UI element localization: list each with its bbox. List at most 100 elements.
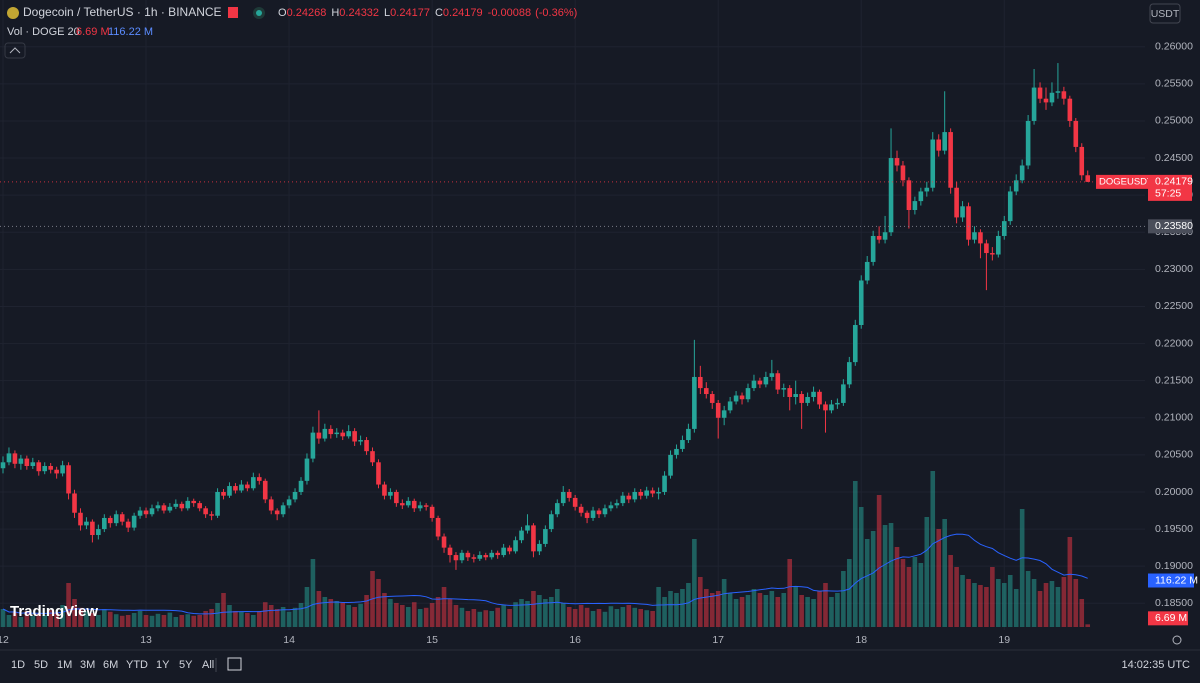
volume-bar bbox=[96, 615, 101, 627]
candle-body bbox=[251, 477, 256, 489]
volume-bar bbox=[727, 593, 733, 627]
timeframe-button[interactable]: YTD bbox=[126, 659, 148, 671]
volume-bar bbox=[763, 595, 769, 627]
ohlc-value: 0.24268 bbox=[287, 7, 327, 19]
volume-bar bbox=[519, 599, 524, 627]
volume-bar bbox=[954, 567, 959, 627]
candle-body bbox=[507, 547, 512, 552]
candle-body bbox=[954, 187, 959, 218]
volume-bar bbox=[286, 611, 292, 627]
volume-bar bbox=[823, 583, 828, 627]
volume-bar bbox=[626, 605, 632, 627]
candle-body bbox=[990, 253, 995, 255]
timeframe-button[interactable]: All bbox=[202, 659, 214, 671]
candle-body bbox=[471, 557, 477, 559]
volume-bar bbox=[489, 611, 495, 627]
volume-bar bbox=[1073, 579, 1079, 627]
x-tick-label: 19 bbox=[998, 634, 1010, 646]
volume-bar bbox=[775, 597, 781, 627]
currency-button[interactable] bbox=[1149, 3, 1181, 24]
volume-bar bbox=[191, 615, 197, 627]
timeframe-button[interactable]: 5Y bbox=[179, 659, 193, 671]
volume-bar bbox=[125, 615, 131, 627]
y-tick-label: 0.22000 bbox=[1155, 337, 1193, 349]
candle-body bbox=[858, 280, 864, 326]
volume-bar bbox=[376, 579, 381, 627]
candle-body bbox=[614, 503, 620, 506]
candle-body bbox=[543, 529, 548, 544]
timeframe-button[interactable]: 1Y bbox=[156, 659, 170, 671]
last-price-tag bbox=[1148, 174, 1192, 201]
volume-bar bbox=[60, 605, 65, 627]
candle-body bbox=[477, 555, 483, 559]
y-tick-label: 0.26000 bbox=[1155, 41, 1193, 53]
volume-bar bbox=[650, 611, 655, 627]
candle-body bbox=[811, 391, 816, 397]
volume-bar bbox=[84, 611, 89, 627]
candle-body bbox=[549, 514, 554, 530]
volume-bar bbox=[316, 591, 322, 627]
candle-body bbox=[143, 510, 149, 515]
volume-bar bbox=[459, 607, 465, 627]
x-tick-label: 16 bbox=[569, 634, 581, 646]
volume-bar bbox=[1007, 575, 1013, 627]
volume-bar bbox=[322, 597, 328, 627]
candle-body bbox=[590, 510, 596, 518]
timeframe-button[interactable]: 1M bbox=[57, 659, 72, 671]
candle-body bbox=[185, 500, 191, 509]
volume-bar bbox=[948, 555, 953, 627]
volume-bar bbox=[739, 597, 745, 627]
volume-bar bbox=[745, 595, 751, 627]
volume-bar bbox=[429, 603, 435, 627]
candle-body bbox=[1073, 120, 1079, 147]
volume-bar bbox=[751, 589, 757, 627]
volume-bar bbox=[137, 611, 143, 627]
volume-bar bbox=[543, 599, 548, 627]
timeframe-button[interactable]: 3M bbox=[80, 659, 95, 671]
symbol-tag: DOGEUSDT bbox=[1099, 176, 1153, 187]
candle-body bbox=[429, 506, 435, 518]
volume-bar bbox=[364, 595, 369, 627]
candle-body bbox=[370, 451, 375, 463]
volume-bar bbox=[537, 595, 542, 627]
volume-bar bbox=[507, 609, 512, 627]
candle-body bbox=[978, 232, 983, 244]
volume-last: 6.69 M bbox=[76, 26, 110, 38]
timeframe-button[interactable]: 6M bbox=[103, 659, 118, 671]
collapse-button[interactable] bbox=[4, 42, 26, 59]
candle-body bbox=[930, 139, 936, 188]
flag-icon[interactable] bbox=[228, 7, 238, 18]
candle-body bbox=[107, 517, 113, 524]
settings-icon[interactable] bbox=[1172, 635, 1182, 645]
candle-body bbox=[411, 500, 417, 509]
y-tick-label: 0.22500 bbox=[1155, 300, 1193, 312]
candle-body bbox=[459, 552, 465, 561]
candle-body bbox=[674, 448, 679, 455]
volume-bar bbox=[411, 602, 417, 627]
candle-body bbox=[400, 503, 405, 506]
candle-body bbox=[519, 530, 524, 541]
volume-bar bbox=[1025, 571, 1031, 627]
volume-bar bbox=[72, 599, 77, 627]
ohlc-letter: H bbox=[331, 7, 339, 19]
volume-title: Vol · DOGE 20 bbox=[7, 26, 80, 38]
volume-bar bbox=[930, 471, 936, 627]
timeframe-button[interactable]: 1D bbox=[11, 659, 25, 671]
candle-body bbox=[489, 552, 495, 558]
candle-body bbox=[262, 480, 268, 500]
volume-bar bbox=[131, 613, 137, 627]
candle-body bbox=[161, 505, 167, 511]
volume-bar bbox=[400, 605, 405, 627]
candle-body bbox=[221, 491, 226, 496]
ohlc-value: 0.24179 bbox=[443, 7, 483, 19]
volume-bar bbox=[477, 611, 483, 627]
volume-bar bbox=[632, 607, 638, 627]
date-range-icon[interactable] bbox=[227, 657, 242, 671]
volume-bar bbox=[876, 495, 882, 627]
timeframe-button[interactable]: 5D bbox=[34, 659, 48, 671]
volume-bar bbox=[417, 609, 423, 627]
volume-bar bbox=[102, 609, 107, 627]
candle-body bbox=[942, 132, 947, 151]
volume-ma-value: 116.22 M bbox=[108, 26, 153, 38]
candle-body bbox=[352, 431, 357, 442]
